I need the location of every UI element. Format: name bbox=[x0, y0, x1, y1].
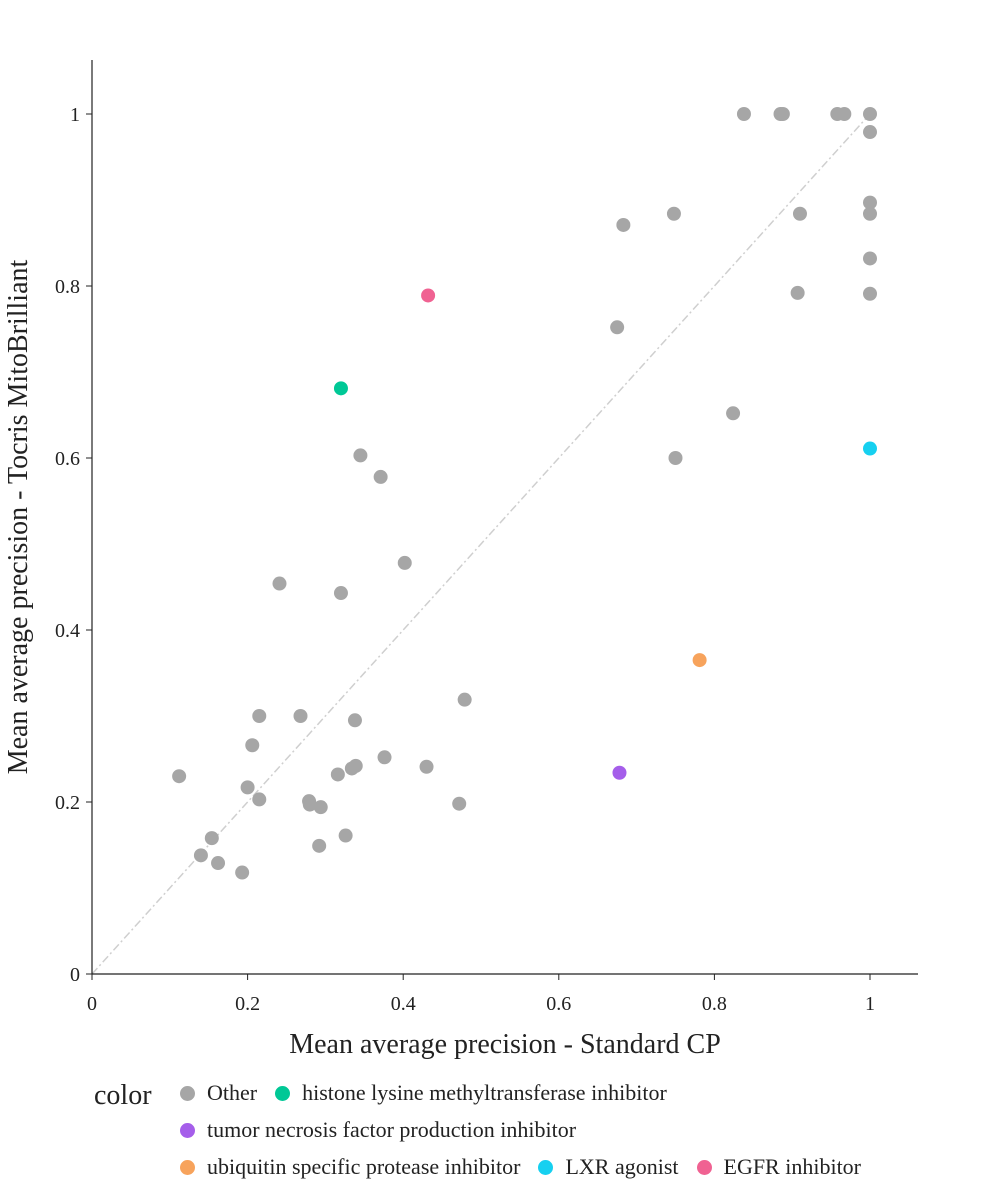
scatter-point bbox=[252, 792, 267, 807]
scatter-point bbox=[211, 856, 226, 871]
points-layer bbox=[172, 107, 877, 880]
scatter-point bbox=[863, 125, 877, 140]
legend-item-other: Other bbox=[180, 1080, 257, 1106]
legend-label: tumor necrosis factor production inhibit… bbox=[207, 1117, 577, 1142]
x-tick-label: 0.2 bbox=[235, 993, 260, 1015]
legend-label: Other bbox=[207, 1080, 258, 1105]
scatter-point bbox=[726, 406, 741, 421]
legend-item-tnf: tumor necrosis factor production inhibit… bbox=[180, 1117, 576, 1143]
scatter-point bbox=[373, 469, 388, 484]
scatter-point bbox=[333, 381, 348, 396]
scatter-point bbox=[344, 761, 359, 776]
scatter-point bbox=[272, 576, 287, 591]
scatter-point bbox=[837, 107, 852, 121]
scatter-point bbox=[863, 107, 877, 121]
x-tick-label: 1 bbox=[865, 993, 875, 1015]
legend-label: ubiquitin specific protease inhibitor bbox=[207, 1154, 521, 1179]
legend-label: EGFR inhibitor bbox=[723, 1154, 862, 1179]
scatter-point bbox=[668, 451, 683, 465]
legend-item-usp: ubiquitin specific protease inhibitor bbox=[180, 1154, 520, 1180]
scatter-point bbox=[612, 765, 627, 780]
scatter-point bbox=[347, 713, 362, 728]
y-axis-title: Mean average precision - Tocris MitoBril… bbox=[3, 259, 34, 774]
y-tick-label: 0.2 bbox=[55, 792, 80, 814]
scatter-point bbox=[616, 217, 631, 232]
scatter-point bbox=[792, 206, 807, 221]
legend-item-lxr: LXR agonist bbox=[538, 1154, 679, 1180]
scatter-point bbox=[452, 796, 467, 811]
x-ticks: 0 0.2 0.4 0.6 0.8 1 bbox=[87, 974, 875, 1015]
legend-row-1: Other histone lysine methyltransferase i… bbox=[180, 1080, 685, 1106]
scatter-point bbox=[863, 251, 877, 266]
x-axis-title: Mean average precision - Standard CP bbox=[289, 1029, 721, 1060]
scatter-point bbox=[421, 288, 436, 303]
scatter-point bbox=[240, 780, 255, 795]
x-tick-label: 0.4 bbox=[391, 993, 416, 1015]
legend-label: histone lysine methyltransferase inhibit… bbox=[302, 1080, 667, 1105]
x-tick-label: 0 bbox=[87, 993, 97, 1015]
scatter-point bbox=[457, 692, 472, 707]
scatter-point bbox=[736, 107, 751, 121]
y-ticks: 0 0.2 0.4 0.6 0.8 1 bbox=[55, 104, 92, 986]
legend-row-2: tumor necrosis factor production inhibit… bbox=[180, 1117, 594, 1143]
scatter-point bbox=[172, 769, 187, 784]
scatter-point bbox=[790, 285, 805, 300]
legend-dot bbox=[180, 1085, 195, 1101]
scatter-point bbox=[692, 653, 707, 668]
scatter-point bbox=[313, 800, 328, 815]
scatter-point bbox=[863, 206, 877, 221]
scatter-point bbox=[377, 750, 392, 765]
legend-title: color bbox=[94, 1080, 152, 1111]
scatter-point bbox=[775, 107, 790, 121]
scatter-point bbox=[419, 759, 434, 774]
legend-dot bbox=[538, 1159, 554, 1175]
scatter-point bbox=[353, 448, 368, 463]
scatter-point bbox=[610, 320, 625, 335]
legend-item-egfr: EGFR inhibitor bbox=[696, 1154, 862, 1180]
scatter-point bbox=[235, 865, 250, 880]
scatter-point bbox=[666, 206, 681, 221]
legend-label: LXR agonist bbox=[565, 1154, 679, 1179]
scatter-point bbox=[338, 828, 353, 843]
x-tick-label: 0.8 bbox=[702, 993, 727, 1015]
legend-row-3: ubiquitin specific protease inhibitor LX… bbox=[180, 1154, 879, 1180]
scatter-point bbox=[204, 831, 219, 846]
legend-item-histone: histone lysine methyltransferase inhibit… bbox=[275, 1080, 667, 1106]
legend-dot bbox=[180, 1159, 195, 1175]
scatter-point bbox=[252, 709, 267, 723]
scatter-point bbox=[333, 586, 348, 601]
scatter-point bbox=[863, 441, 877, 456]
legend-dot bbox=[696, 1159, 712, 1175]
y-tick-label: 0 bbox=[70, 964, 80, 986]
scatter-point bbox=[863, 195, 877, 210]
scatter-point bbox=[330, 767, 345, 782]
scatter-point bbox=[245, 738, 260, 753]
scatter-point bbox=[293, 709, 308, 723]
y-tick-label: 0.6 bbox=[55, 448, 80, 470]
scatter-point bbox=[302, 797, 317, 812]
scatter-point bbox=[397, 555, 412, 570]
scatter-point bbox=[193, 848, 208, 863]
diagonal-reference-line bbox=[91, 113, 871, 975]
legend-dot bbox=[180, 1122, 195, 1138]
scatter-point bbox=[312, 838, 327, 853]
x-tick-label: 0.6 bbox=[546, 993, 571, 1015]
legend-dot bbox=[275, 1085, 291, 1101]
y-tick-label: 0.8 bbox=[55, 276, 80, 298]
y-tick-label: 0.4 bbox=[55, 620, 80, 642]
scatter-chart: 0 0.2 0.4 0.6 0.8 1 0 0.2 0.4 0.6 0.8 1 Mean avera… bbox=[3, 60, 918, 1060]
legend: color Other histone lysine methyltransfe… bbox=[0, 1070, 1000, 1190]
scatter-point bbox=[863, 286, 877, 301]
y-tick-label: 1 bbox=[70, 104, 80, 126]
